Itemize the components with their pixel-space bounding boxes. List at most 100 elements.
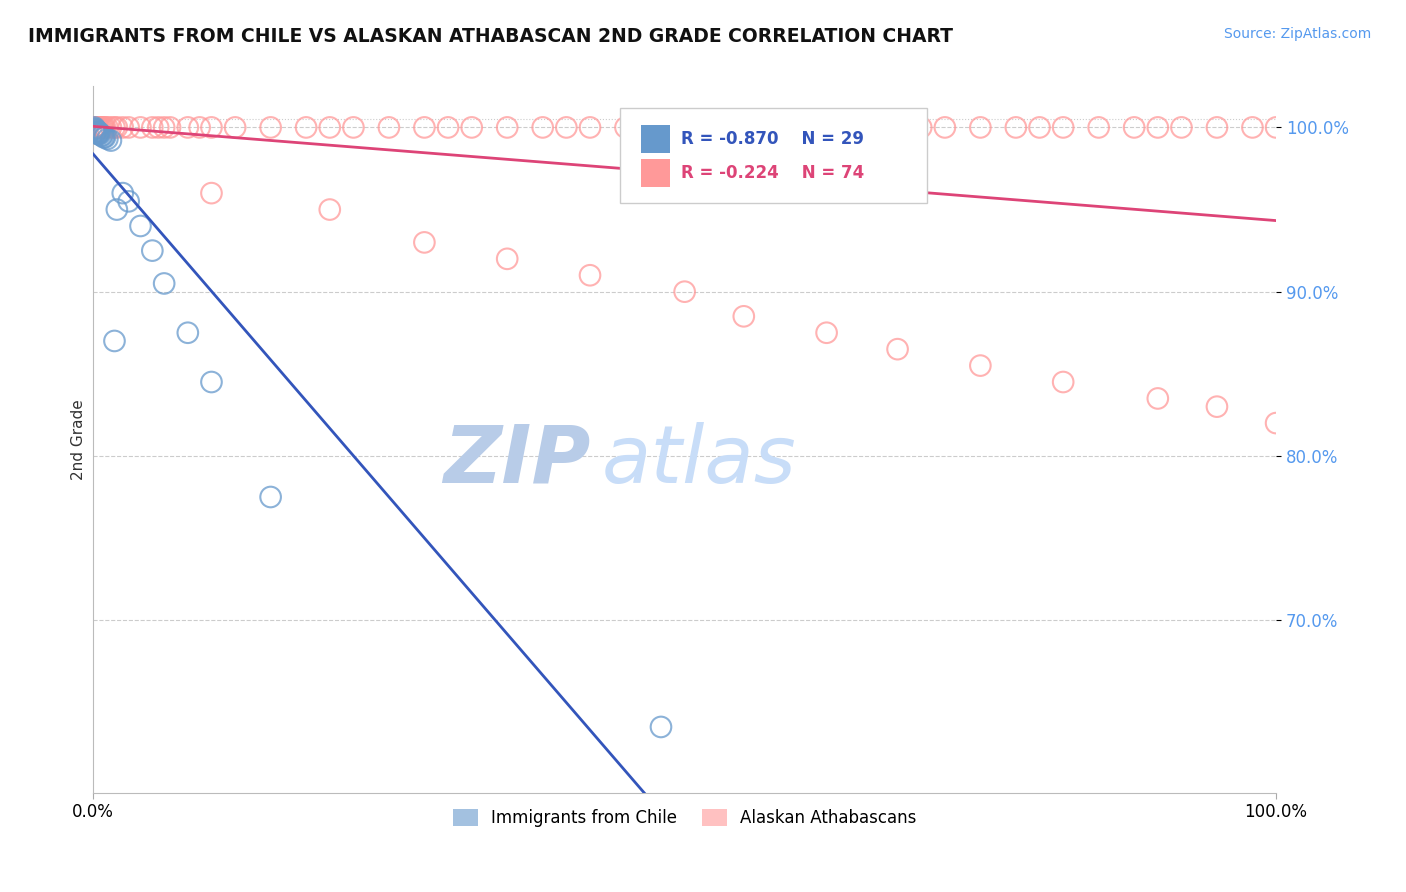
Text: R = -0.224    N = 74: R = -0.224 N = 74 [681,164,865,182]
Point [200,375,222,389]
Point [673,120,696,135]
Point [84,120,107,135]
Point [91,128,114,143]
Point [91,120,114,135]
Point [83,122,105,136]
Point [1206,120,1229,135]
Point [111,186,134,201]
Point [86,124,108,138]
Point [437,120,460,135]
Point [83,120,105,135]
Point [153,277,176,291]
Point [792,120,814,135]
Point [87,127,110,141]
Point [1265,416,1288,430]
Y-axis label: 2nd Grade: 2nd Grade [72,399,86,480]
Point [153,120,176,135]
Point [89,127,111,141]
Point [90,128,112,143]
Point [1123,120,1146,135]
Point [579,268,602,283]
Point [768,120,790,135]
Text: Source: ZipAtlas.com: Source: ZipAtlas.com [1223,27,1371,41]
Point [84,124,107,138]
Point [1265,120,1288,135]
Point [851,120,873,135]
Point [886,342,908,356]
Point [129,120,152,135]
Point [378,120,401,135]
Point [200,120,222,135]
Point [295,120,318,135]
Point [259,120,281,135]
Point [1146,392,1168,406]
Point [103,120,125,135]
Point [496,252,519,266]
Point [87,120,110,135]
Point [969,359,991,373]
Point [188,120,211,135]
Point [224,120,246,135]
Point [105,202,128,217]
Point [461,120,484,135]
FancyBboxPatch shape [641,159,671,187]
Point [697,120,720,135]
Text: atlas: atlas [602,422,797,500]
Point [733,120,755,135]
Point [1206,400,1229,414]
Point [84,125,107,139]
Point [129,219,152,233]
Point [1170,120,1192,135]
Point [87,125,110,139]
Point [96,120,118,135]
Text: ZIP: ZIP [443,422,591,500]
Point [650,720,672,734]
FancyBboxPatch shape [641,125,671,153]
Point [1146,120,1168,135]
Point [1028,120,1050,135]
Point [413,235,436,250]
Point [87,127,110,141]
Point [1052,375,1074,389]
Point [159,120,181,135]
Point [1005,120,1028,135]
Point [673,285,696,299]
FancyBboxPatch shape [620,108,927,202]
Point [815,120,838,135]
Point [531,120,554,135]
Text: R = -0.870    N = 29: R = -0.870 N = 29 [681,130,865,148]
Point [319,120,342,135]
Point [886,120,908,135]
Point [319,202,342,217]
Point [141,244,163,258]
Point [94,120,117,135]
Point [84,122,107,136]
Point [83,120,105,135]
Point [103,334,125,348]
Point [96,132,118,146]
Point [815,326,838,340]
Point [1052,120,1074,135]
Point [733,310,755,324]
Point [93,120,115,135]
Point [614,120,637,135]
Point [177,120,200,135]
Point [342,120,364,135]
Point [148,120,170,135]
Point [259,490,281,504]
Point [118,120,141,135]
Point [94,130,117,145]
Point [650,120,672,135]
Point [910,120,932,135]
Point [89,120,111,135]
Point [555,120,578,135]
Point [579,120,602,135]
Point [200,186,222,201]
Point [86,125,108,139]
Point [87,120,110,135]
Point [141,120,163,135]
Point [87,125,110,139]
Point [100,134,122,148]
Point [496,120,519,135]
Point [111,120,134,135]
